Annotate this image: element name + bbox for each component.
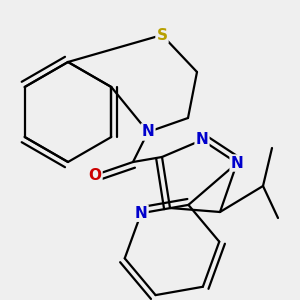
- Text: N: N: [231, 155, 243, 170]
- Text: N: N: [196, 133, 208, 148]
- Text: N: N: [135, 206, 148, 221]
- Text: S: S: [157, 28, 167, 43]
- Text: O: O: [88, 167, 101, 182]
- Text: N: N: [142, 124, 154, 140]
